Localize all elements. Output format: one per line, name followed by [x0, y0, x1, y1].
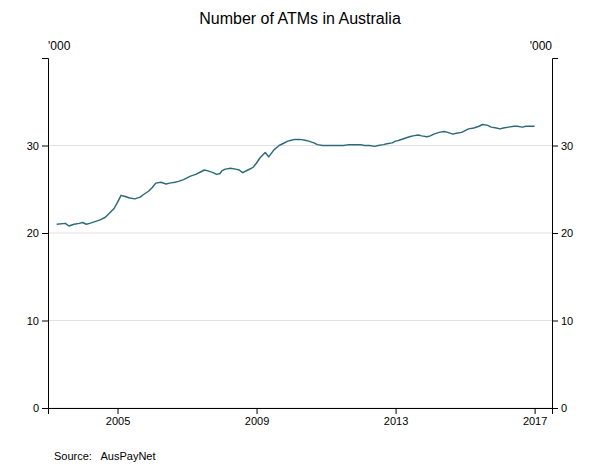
tick: 2009: [245, 408, 269, 427]
tick-mark: [396, 408, 397, 414]
tick-label: 2017: [523, 415, 547, 427]
tick: 2017: [523, 408, 547, 427]
tick: 2013: [384, 408, 408, 427]
tick-label: 30: [27, 140, 39, 152]
tick-mark: [552, 321, 558, 322]
tick-label: 2009: [245, 415, 269, 427]
tick-mark: [535, 408, 536, 414]
x-axis: 2005 2009 2013 2017: [49, 408, 553, 427]
source-note: Source: AusPayNet: [54, 450, 156, 462]
tick-label: 20: [561, 227, 573, 239]
tick: 2005: [106, 408, 130, 427]
tick-label: 2005: [106, 415, 130, 427]
axis-line: [49, 409, 553, 415]
tick-label: 10: [561, 315, 573, 327]
y-unit-label: '000: [48, 39, 71, 53]
tick-label: 0: [33, 402, 39, 414]
tick: 20: [27, 227, 48, 239]
plot-area: [57, 125, 535, 227]
tick-mark: [552, 233, 558, 234]
tick-mark: [42, 146, 48, 147]
tick: 30: [552, 140, 573, 152]
tick-label: 20: [27, 227, 39, 239]
chart: 2005 2009 2013 2017 0 10 20 30 0 10 20 30 Number of …: [0, 0, 600, 470]
tick: 30: [27, 140, 48, 152]
tick-mark: [42, 408, 48, 409]
tick-mark: [552, 408, 558, 409]
title: Number of ATMs in Australia: [199, 10, 401, 27]
grid-line: [48, 320, 552, 321]
tick-label: 0: [561, 402, 567, 414]
tick-mark: [552, 146, 558, 147]
grid-line: [48, 233, 552, 234]
tick-mark: [257, 408, 258, 414]
tick-label: 10: [27, 315, 39, 327]
tick-label: 2013: [384, 415, 408, 427]
tick-label: 30: [561, 140, 573, 152]
axis-line: [553, 59, 559, 409]
tick: 0: [552, 402, 567, 414]
tick-mark: [118, 408, 119, 414]
axis-line: [42, 59, 49, 409]
tick: 20: [552, 227, 573, 239]
y2-unit-label: '000: [530, 39, 553, 53]
data-line: [57, 125, 535, 227]
tick: 0: [33, 402, 48, 414]
y-axis: 0 10 20 30: [27, 59, 49, 415]
y2-axis: 0 10 20 30: [552, 59, 573, 415]
grid-line: [48, 145, 552, 146]
tick-mark: [42, 321, 48, 322]
tick-mark: [42, 233, 48, 234]
tick: 10: [27, 315, 48, 327]
grid: [48, 146, 552, 409]
tick: 10: [552, 315, 573, 327]
